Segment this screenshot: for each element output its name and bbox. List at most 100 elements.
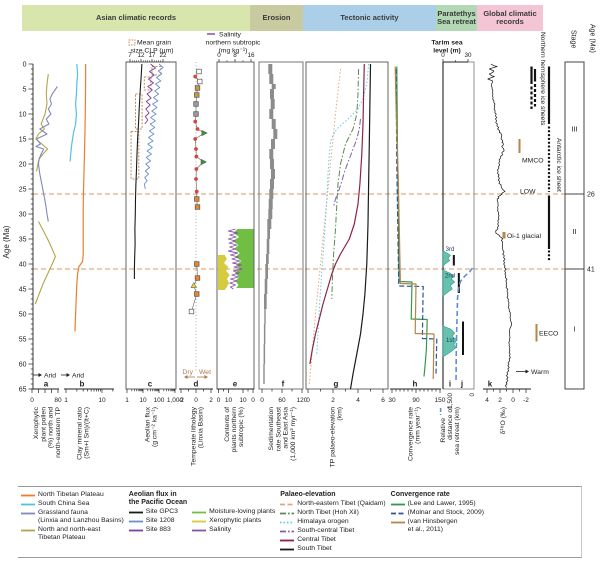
k-tick-label: 4 — [485, 397, 489, 404]
lithology-marker — [194, 85, 201, 91]
header-band-erosion: Erosion — [250, 5, 303, 31]
panel-letter-e: e — [233, 380, 238, 389]
age-tick-label: 45 — [19, 286, 27, 293]
age-tick-label: 5 — [23, 86, 27, 93]
legend-swatch — [390, 512, 405, 515]
salinity-legend-line: Salinity — [219, 32, 242, 39]
legend-swatch — [390, 521, 405, 524]
legend-item: Central Tibet — [280, 536, 385, 544]
d-tick-label: -2 — [178, 397, 184, 404]
legend-item-label: Salinity — [209, 526, 232, 534]
k-tick-label: 2 — [498, 397, 502, 404]
c-axis-label: Aeolian flux — [144, 406, 151, 442]
stage-label-II: II — [572, 227, 576, 236]
d18o-curve — [487, 63, 513, 388]
g-tick-label: 4 — [356, 397, 360, 404]
f-tick-label: 60 — [278, 397, 286, 404]
tarim-tick-label: 30 — [464, 52, 472, 59]
stage-column-label: Stage — [570, 30, 577, 48]
panel-letter-c: c — [148, 380, 153, 389]
band-label: Asian climatic records — [95, 12, 177, 22]
k-annotation-mmco: MMCO — [522, 157, 544, 164]
h-tick-label: 30 — [388, 397, 396, 404]
f-axis-label: and East Asia — [283, 407, 290, 449]
a-tick-label: 80 — [54, 397, 62, 404]
legend-item: North and north-east Tibetan Plateau — [21, 526, 124, 541]
header-band-global-climatic: Global climatic records — [477, 5, 543, 31]
retreat-tick-label: 0 — [469, 393, 476, 397]
grain-tick-label: 7 — [128, 52, 132, 59]
legend-swatch — [21, 503, 35, 506]
k-axis-label: δ¹⁸O (‰) — [500, 407, 507, 434]
lithology-marker — [194, 189, 199, 194]
salinity-tick-label: 0 — [217, 52, 221, 59]
legend-item: South Tibet — [280, 545, 385, 553]
series-south-tibet — [349, 63, 372, 390]
series--molnar-and-stock-2009- — [395, 68, 438, 375]
salinity-legend-line: (mg kg⁻¹) — [219, 48, 248, 55]
transgression-label-2nd: 2nd — [445, 274, 455, 280]
moisture-loving-plants-fill — [232, 229, 254, 288]
northern-ice-label: Northern hemisphere ice sheets — [539, 32, 546, 126]
panel-c-box — [125, 61, 177, 390]
legend-group-3: Palaeo-elevation North-eastern Tibet (Qai… — [280, 491, 386, 553]
legend-swatch — [192, 511, 207, 514]
age-axis-label: Age (Ma) — [2, 225, 11, 258]
b-axis-label: Clay mineral ratio — [76, 407, 83, 460]
lithology-marker — [194, 167, 199, 171]
series-site-883 — [144, 63, 156, 125]
header-band-paratethys: Paratethys Sea retreat — [436, 5, 477, 31]
series-site-1208 — [143, 63, 164, 190]
panel-g-box — [305, 61, 389, 390]
arrow-head — [184, 375, 188, 379]
k-tick-label: -2 — [523, 397, 529, 404]
legend-swatch — [280, 503, 295, 506]
d-axis-label: Temperate lithology — [190, 406, 197, 466]
antarctic-ice-label: Antarctic ice sheet — [555, 138, 562, 192]
lithology-marker — [196, 68, 202, 75]
legend-item: North Tibetan Plateau — [21, 491, 124, 499]
legend-swatch — [280, 512, 295, 515]
stage-boundary-age: 41 — [587, 266, 595, 273]
h-axis-label: (mm year⁻¹) — [415, 407, 422, 444]
legend-swatch — [280, 548, 295, 551]
age-tick-label: 35 — [19, 236, 27, 243]
panel-letter-i: i — [449, 380, 451, 389]
lithology-marker — [194, 196, 200, 202]
series-central-tibet — [309, 63, 365, 365]
b-axis-label: (Sm+I Sm)/(It+C) — [84, 407, 91, 459]
grain-legend-line: Mean grain — [137, 40, 171, 47]
age-tick-label: 20 — [19, 161, 27, 168]
b-tick-label: 1 — [64, 397, 68, 404]
legend-item: Xerophytic plants — [192, 517, 275, 525]
band-label: Tectonic activity — [340, 12, 399, 22]
legend-swatch — [21, 529, 35, 532]
legend-item: North Tibet (Hoh Xil) — [280, 509, 385, 517]
lithology-marker — [194, 147, 198, 151]
legend-item: Salinity — [192, 526, 275, 534]
salinity-tick-label: 16 — [247, 52, 255, 59]
wet-annotation: Wet — [199, 369, 211, 376]
grain-size-box — [151, 66, 162, 76]
lithology-marker — [193, 111, 199, 117]
panel-letter-a: a — [44, 380, 49, 389]
series-grassland-fauna-linxia-and-lanzhou-basins- — [35, 86, 58, 222]
legend-item-label: Central Tibet — [297, 536, 336, 544]
arrow-head — [525, 369, 529, 374]
g-tick-label: 2 — [331, 397, 335, 404]
h-tick-label: 90 — [412, 397, 420, 404]
ij-axis-label: distance of — [447, 407, 454, 440]
series-north-and-north-east-tibetan-plateau — [35, 73, 49, 172]
lithology-marker — [200, 158, 208, 166]
lithology-marker — [194, 291, 200, 297]
legend-item-label: Site 1208 — [145, 516, 175, 524]
band-label: Global climatic records — [483, 8, 537, 26]
legend-item-label: (Molnar and Stock, 2009) — [407, 508, 484, 516]
lithology-marker — [194, 92, 200, 98]
panel-letter-g: g — [334, 380, 339, 389]
f-axis-label: Sedimentation — [268, 407, 275, 451]
g-tick-label: 6 — [381, 397, 385, 404]
legend-item: North-eastern Tibet (Qaidam) — [280, 500, 386, 508]
